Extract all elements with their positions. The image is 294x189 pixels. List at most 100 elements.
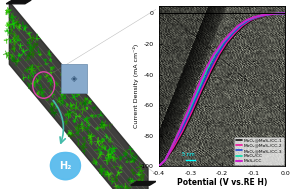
MoO₂@MoS₂/CC-2	[209, 69, 213, 71]
Line: MoO₂@MoS₂/CC-1: MoO₂@MoS₂/CC-1	[159, 13, 285, 166]
Polygon shape	[131, 181, 156, 185]
MoO₂@MoS₂/CC-3	[231, 32, 235, 34]
Legend: MoO₂@MoS₂/CC-1, MoO₂@MoS₂/CC-2, MoO₂@MoS₂/CC-3, MoO₂/CC, MoS₂/CC: MoO₂@MoS₂/CC-1, MoO₂@MoS₂/CC-2, MoO₂@MoS…	[234, 137, 284, 165]
Text: H₂: H₂	[59, 161, 72, 171]
MoS₂/CC	[195, 89, 198, 91]
MoO₂@MoS₂/CC-3	[208, 69, 211, 71]
MoO₂@MoS₂/CC-2	[157, 165, 161, 167]
MoO₂@MoS₂/CC-3	[279, 12, 282, 15]
MoS₂/CC	[203, 69, 207, 71]
MoO₂/CC	[170, 147, 173, 149]
MoO₂@MoS₂/CC-1	[211, 69, 214, 71]
MoO₂@MoS₂/CC-3	[157, 165, 161, 167]
MoO₂/CC	[213, 53, 217, 56]
Y-axis label: Current Density (mA cm⁻²): Current Density (mA cm⁻²)	[133, 44, 139, 128]
Line: MoO₂@MoS₂/CC-2: MoO₂@MoS₂/CC-2	[159, 13, 285, 166]
MoS₂/CC	[283, 12, 287, 14]
MoO₂/CC	[157, 165, 161, 167]
MoS₂/CC	[163, 159, 167, 161]
MoO₂/CC	[269, 13, 273, 15]
MoO₂/CC	[238, 24, 241, 27]
MoO₂@MoS₂/CC-1	[173, 147, 176, 149]
MoO₂@MoS₂/CC-1	[280, 12, 284, 15]
Polygon shape	[51, 153, 81, 180]
MoO₂/CC	[283, 12, 287, 14]
MoS₂/CC	[212, 53, 216, 56]
MoO₂/CC	[230, 32, 233, 34]
MoS₂/CC	[260, 14, 264, 16]
MoO₂@MoS₂/CC-2	[264, 14, 268, 16]
MoO₂@MoS₂/CC-2	[233, 32, 236, 34]
MoO₂@MoS₂/CC-1	[192, 110, 195, 112]
MoO₂@MoS₂/CC-2	[181, 130, 184, 132]
MoO₂@MoS₂/CC-2	[225, 41, 228, 43]
MoO₂@MoS₂/CC-2	[280, 12, 283, 15]
MoS₂/CC	[277, 12, 280, 15]
Line: MoS₂/CC: MoS₂/CC	[159, 13, 285, 166]
MoO₂@MoS₂/CC-3	[189, 110, 192, 112]
MoO₂@MoS₂/CC-1	[274, 13, 278, 15]
MoO₂@MoS₂/CC-1	[266, 14, 270, 16]
FancyBboxPatch shape	[61, 64, 87, 93]
MoO₂/CC	[261, 14, 265, 16]
MoS₂/CC	[157, 165, 161, 167]
MoS₂/CC	[178, 130, 181, 132]
MoO₂@MoS₂/CC-1	[242, 24, 246, 27]
MoO₂@MoS₂/CC-3	[283, 12, 287, 14]
MoO₂@MoS₂/CC-3	[223, 41, 227, 43]
MoO₂@MoS₂/CC-2	[272, 13, 276, 15]
MoO₂/CC	[253, 16, 257, 18]
MoO₂@MoS₂/CC-1	[234, 32, 238, 34]
MoS₂/CC	[220, 41, 224, 43]
MoO₂@MoS₂/CC-1	[182, 130, 186, 132]
MoO₂@MoS₂/CC-1	[163, 159, 167, 161]
Line: MoO₂/CC: MoO₂/CC	[159, 13, 285, 166]
Polygon shape	[6, 0, 31, 4]
MoO₂@MoS₂/CC-1	[227, 41, 230, 43]
Text: 5 nm: 5 nm	[183, 152, 195, 157]
MoO₂@MoS₂/CC-2	[249, 19, 252, 21]
MoO₂@MoS₂/CC-1	[219, 53, 222, 56]
MoO₂/CC	[196, 89, 200, 91]
MoO₂@MoS₂/CC-2	[190, 110, 194, 112]
MoO₂@MoS₂/CC-2	[217, 53, 220, 56]
MoO₂@MoS₂/CC-2	[200, 89, 203, 91]
MoO₂/CC	[163, 159, 167, 161]
MoO₂@MoS₂/CC-3	[255, 16, 258, 18]
MoO₂@MoS₂/CC-3	[271, 13, 274, 15]
MoO₂@MoS₂/CC-3	[198, 89, 202, 91]
MoO₂@MoS₂/CC-2	[163, 159, 167, 161]
MoS₂/CC	[186, 110, 190, 112]
MoS₂/CC	[268, 13, 272, 15]
MoO₂@MoS₂/CC-1	[201, 89, 205, 91]
MoO₂@MoS₂/CC-1	[157, 165, 161, 167]
MoO₂@MoS₂/CC-1	[283, 12, 287, 14]
MoS₂/CC	[237, 24, 240, 27]
MoO₂@MoS₂/CC-3	[170, 147, 173, 149]
MoO₂/CC	[205, 69, 208, 71]
MoS₂/CC	[170, 147, 173, 149]
Text: ◈: ◈	[71, 74, 77, 83]
MoO₂@MoS₂/CC-3	[216, 53, 219, 56]
Polygon shape	[51, 153, 81, 180]
MoO₂/CC	[278, 12, 281, 15]
MoO₂@MoS₂/CC-3	[179, 130, 183, 132]
MoO₂@MoS₂/CC-2	[283, 12, 287, 14]
MoO₂/CC	[187, 110, 191, 112]
MoO₂@MoS₂/CC-3	[239, 24, 243, 27]
MoS₂/CC	[253, 16, 256, 18]
MoS₂/CC	[245, 19, 248, 21]
MoO₂/CC	[178, 130, 181, 132]
MoO₂@MoS₂/CC-2	[241, 24, 244, 27]
MoO₂/CC	[221, 41, 225, 43]
MoO₂@MoS₂/CC-2	[257, 16, 260, 18]
MoO₂@MoS₂/CC-3	[247, 19, 250, 21]
MoO₂@MoS₂/CC-3	[263, 14, 266, 16]
MoO₂@MoS₂/CC-2	[171, 147, 175, 149]
MoO₂@MoS₂/CC-3	[163, 159, 167, 161]
X-axis label: Potential (V vs.RE H): Potential (V vs.RE H)	[177, 178, 267, 187]
MoS₂/CC	[229, 32, 232, 34]
MoO₂@MoS₂/CC-1	[250, 19, 254, 21]
Line: MoO₂@MoS₂/CC-3: MoO₂@MoS₂/CC-3	[159, 13, 285, 166]
MoO₂@MoS₂/CC-1	[258, 16, 262, 18]
